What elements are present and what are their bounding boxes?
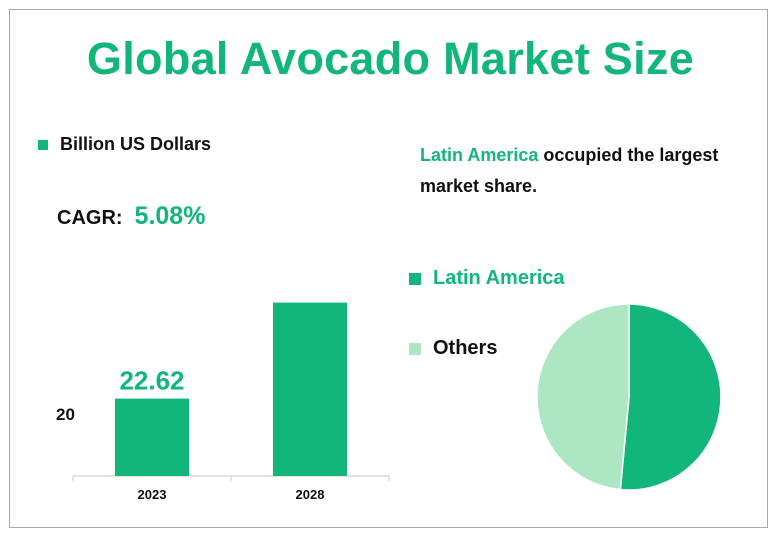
x-tick-label-2023: 2023 — [138, 487, 167, 502]
pie-legend-label-others: Others — [433, 337, 498, 359]
description-highlight: Latin America — [420, 145, 539, 165]
pie-slice-latin-america — [619, 303, 722, 491]
market-share-description: Latin America occupied the largest marke… — [420, 140, 765, 202]
chart-frame — [9, 9, 768, 528]
chart-title: Global Avocado Market Size — [86, 33, 695, 84]
bar-2023 — [115, 398, 189, 476]
cagr-value: 5.08% — [134, 202, 206, 230]
pie-legend-label-latin-america: Latin America — [433, 267, 565, 289]
description-text: occupied the largest market share. — [420, 145, 719, 196]
x-tick-label-2028: 2028 — [296, 487, 325, 502]
pie-slice-others — [536, 303, 630, 491]
bar-2028 — [273, 302, 347, 476]
cagr: CAGR: 5.08% — [57, 202, 205, 231]
data-label-2023: 22.62 — [119, 366, 184, 396]
pie-legend-swatch-latin-america — [409, 272, 421, 285]
y-axis-tick-label: 20 — [56, 405, 75, 424]
pie-legend-item-others: Others — [409, 337, 497, 360]
unit-legend-label: Billion US Dollars — [60, 134, 212, 154]
unit-legend-swatch — [38, 139, 48, 150]
unit-legend: Billion US Dollars — [38, 134, 211, 155]
cagr-label: CAGR: — [57, 207, 123, 229]
pie-legend-swatch-others — [409, 342, 421, 355]
pie-legend-item-latin-america: Latin America — [409, 267, 565, 290]
